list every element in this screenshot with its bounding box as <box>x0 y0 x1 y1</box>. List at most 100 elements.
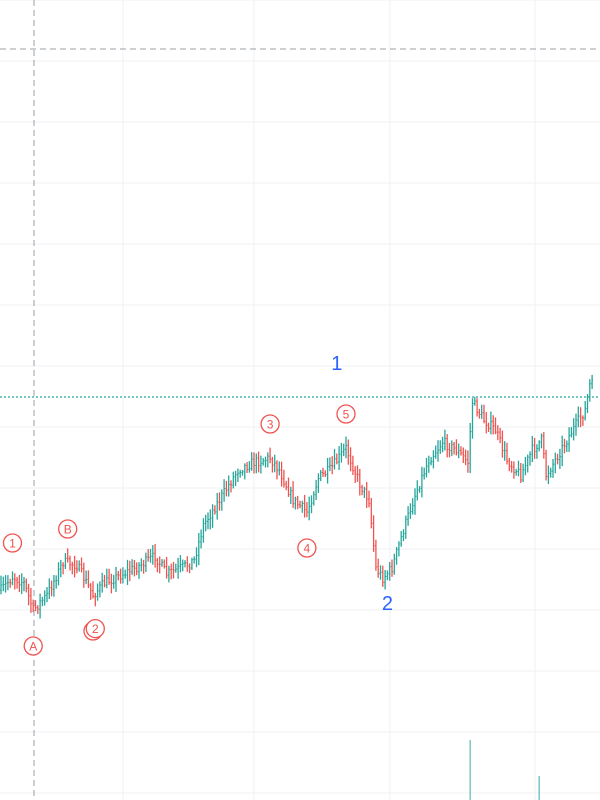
ohlc-bar <box>501 430 504 458</box>
ohlc-bar <box>0 575 2 595</box>
ohlc-bar <box>535 444 538 459</box>
ohlc-bar <box>414 488 416 515</box>
ohlc-bar <box>23 577 25 592</box>
ohlc-bar <box>39 593 42 619</box>
ohlc-bar <box>554 452 557 474</box>
wave-label-minor-B[interactable]: B <box>58 519 78 539</box>
ohlc-bar <box>368 490 370 508</box>
ohlc-bar <box>485 411 488 434</box>
ohlc-bar <box>163 559 166 569</box>
ohlc-bar <box>563 438 566 454</box>
ohlc-bar <box>57 562 60 586</box>
ohlc-bar <box>223 479 226 502</box>
wave-label-minor-1[interactable]: 1 <box>2 533 23 553</box>
ohlc-bar <box>181 559 184 572</box>
ohlc-bar <box>397 541 400 557</box>
ohlc-bar <box>529 451 531 466</box>
ohlc-bar <box>499 427 502 444</box>
wave-label-circle <box>2 533 23 553</box>
ohlc-bar <box>85 570 88 585</box>
ohlc-bar <box>103 574 106 588</box>
ohlc-bar <box>480 404 483 419</box>
ohlc-bar <box>239 469 242 478</box>
ohlc-bar <box>105 568 108 589</box>
wave-label-major-1[interactable]: 1 <box>331 353 342 375</box>
ohlc-bar <box>345 436 347 459</box>
ohlc-bar <box>250 452 253 471</box>
ohlc-bar <box>427 455 430 473</box>
ohlc-bar <box>117 570 120 581</box>
ohlc-bar <box>476 398 479 417</box>
ohlc-bar <box>370 497 373 529</box>
ohlc-bar <box>319 470 322 482</box>
ohlc-bar <box>331 456 334 475</box>
ohlc-bar <box>225 480 228 497</box>
ohlc-bar <box>404 515 407 539</box>
wave-label-text: 1 <box>9 537 16 551</box>
ohlc-bar <box>216 492 219 520</box>
ohlc-bar <box>425 457 428 478</box>
ohlc-bar <box>289 486 292 505</box>
wave-label-minor-3[interactable]: 3 <box>260 414 280 434</box>
ohlc-bar <box>280 461 283 487</box>
ohlc-bar <box>269 447 272 464</box>
ohlc-bar <box>545 449 548 481</box>
ohlc-bar <box>572 418 575 441</box>
ohlc-bar <box>13 573 16 590</box>
ohlc-bar <box>128 560 131 582</box>
ohlc-bar <box>147 549 150 562</box>
ohlc-bar <box>98 581 101 598</box>
ohlc-bar <box>579 407 582 428</box>
ohlc-bar <box>568 427 571 452</box>
ohlc-bar <box>4 575 7 593</box>
ohlc-bar <box>354 466 357 484</box>
ohlc-bar <box>512 461 515 479</box>
ohlc-bar <box>591 374 594 390</box>
ohlc-bar <box>441 436 444 453</box>
ohlc-bar <box>292 481 295 508</box>
ohlc-bar <box>462 447 465 463</box>
ohlc-bar <box>515 468 518 476</box>
ohlc-bar <box>230 480 232 493</box>
wave-label-major-2[interactable]: 2 <box>382 593 393 615</box>
ohlc-bar <box>69 555 71 571</box>
ohlc-bar <box>64 553 67 570</box>
ohlc-bar <box>423 467 426 480</box>
elliott-wave-labels[interactable]: 1ABC234512 <box>2 353 393 656</box>
ohlc-bar <box>18 574 21 592</box>
ohlc-bar <box>374 539 377 571</box>
ohlc-bar <box>282 469 285 488</box>
ohlc-bar <box>151 544 154 565</box>
ohlc-bar <box>443 429 446 451</box>
wave-label-minor-2[interactable]: 2 <box>85 618 105 639</box>
wave-label-circle <box>336 404 356 424</box>
ohlc-bar <box>547 465 550 484</box>
ohlc-bar <box>16 577 19 589</box>
ohlc-bar <box>570 427 573 438</box>
ohlc-bar <box>478 408 481 419</box>
ohlc-bar <box>386 570 389 581</box>
ohlc-bar <box>549 467 552 478</box>
ohlc-bar <box>218 492 221 511</box>
ohlc-bar <box>388 562 391 581</box>
ohlc-bar <box>20 573 23 595</box>
ohlc-bar <box>519 463 522 483</box>
ohlc-bar <box>131 559 134 575</box>
ohlc-bar <box>333 448 336 470</box>
ohlc-bar <box>503 441 506 461</box>
wave-label-text: 5 <box>343 408 350 422</box>
ohlc-bar <box>46 587 48 603</box>
ohlc-bar <box>402 529 405 542</box>
wave-label-minor-5[interactable]: 5 <box>336 404 356 424</box>
wave-label-minor-A[interactable]: A <box>23 636 43 656</box>
ohlc-bar <box>308 496 311 521</box>
ohlc-bar <box>142 559 145 574</box>
wave-label-minor-4[interactable]: 4 <box>297 538 317 558</box>
ohlc-bar <box>27 583 30 606</box>
ohlc-bar <box>278 461 281 476</box>
ohlc-bar <box>379 565 382 580</box>
ohlc-bar <box>411 498 414 515</box>
ohlc-bar <box>43 590 46 606</box>
